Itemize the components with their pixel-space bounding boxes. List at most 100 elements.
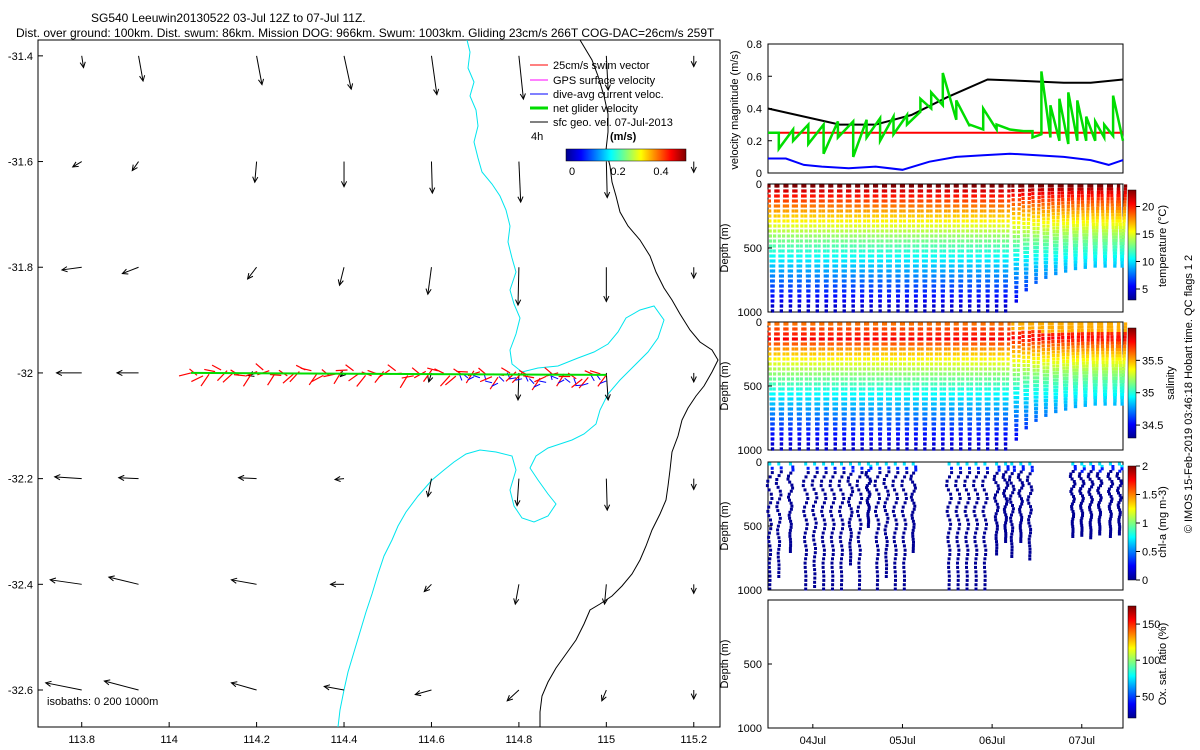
chla-sample <box>887 493 890 497</box>
profile-sample <box>772 259 776 263</box>
profile-sample <box>1032 353 1036 357</box>
chla-sample <box>803 531 807 535</box>
chla-sample <box>813 475 817 479</box>
profile-sample <box>935 194 939 198</box>
profile-sample <box>894 382 898 386</box>
profile-sample <box>1000 194 1004 198</box>
profile-sample <box>795 367 799 371</box>
sfc-vector-shaft <box>605 478 608 511</box>
sfc-vector <box>60 266 82 273</box>
chla-sample <box>948 475 951 479</box>
profile-sample <box>917 204 921 208</box>
profile-sample <box>1081 354 1085 359</box>
profile-sample <box>955 194 960 198</box>
profile-sample <box>854 342 858 346</box>
profile-sample <box>826 367 831 371</box>
profile-sample <box>809 367 813 371</box>
profile-sample <box>849 377 853 381</box>
profile-sample <box>1036 360 1040 365</box>
profile-sample <box>1025 388 1029 392</box>
profile-sample <box>914 442 918 446</box>
profile-sample <box>965 367 970 371</box>
profile-sample <box>1101 229 1106 233</box>
chla-sample <box>947 583 951 587</box>
dac-vector <box>528 378 535 385</box>
profile-sample <box>1061 211 1065 215</box>
profile-sample <box>917 342 921 346</box>
profile-sample <box>1060 184 1064 188</box>
profile-sample <box>791 229 795 233</box>
profile-sample <box>780 417 784 421</box>
swim-vector <box>456 370 468 373</box>
profile-sample <box>845 204 849 208</box>
profile-sample <box>989 337 993 341</box>
profile-sample <box>770 279 774 283</box>
profile-sample <box>953 209 957 213</box>
profile-sample <box>1050 322 1054 326</box>
chla-sample <box>866 514 870 518</box>
profile-sample <box>880 392 884 396</box>
profile-sample <box>1018 322 1022 326</box>
profile-sample <box>906 254 911 258</box>
legend-dac-label: dive-avg current veloc. <box>553 89 664 101</box>
chla-sample <box>857 557 861 561</box>
profile-sample <box>876 254 881 258</box>
profile-sample <box>1060 325 1064 329</box>
profile-sample <box>1037 341 1041 345</box>
profile-sample <box>1118 351 1122 355</box>
profile-sample <box>881 342 885 346</box>
profile-sample <box>1054 271 1058 276</box>
chla-sample <box>767 565 771 569</box>
profile-sample <box>1013 244 1017 248</box>
chla-sample <box>821 540 825 544</box>
profile-sample <box>1111 213 1115 217</box>
profile-sample <box>1105 216 1109 220</box>
chla-sample <box>857 488 861 492</box>
profile-sample <box>876 362 880 366</box>
profile-sample <box>860 304 864 308</box>
profile-sample <box>938 214 942 218</box>
profile-sample <box>917 184 921 188</box>
profile-sample <box>970 377 974 381</box>
chla-sample <box>893 531 897 535</box>
chla-sample <box>894 544 897 548</box>
chla-sample <box>884 547 888 551</box>
profile-sample <box>771 304 775 308</box>
sfc-vector-shaft <box>61 266 82 271</box>
profile-sample <box>989 332 993 336</box>
profile-sample <box>772 249 776 253</box>
sfc-vector <box>53 474 82 481</box>
profile-sample <box>966 397 970 401</box>
profile-sample <box>860 299 864 303</box>
profile-sample <box>835 259 839 263</box>
profile-sample <box>1095 364 1099 368</box>
profile-sample <box>996 274 1000 278</box>
profile-sample <box>1072 243 1077 247</box>
profile-sample <box>884 327 888 331</box>
profile-sample <box>1077 332 1081 336</box>
profile-sample <box>1064 393 1068 397</box>
sfc-vector <box>430 55 440 96</box>
profile-sample <box>791 347 795 351</box>
profile-sample <box>998 189 1002 193</box>
profile-sample <box>852 274 856 278</box>
profile-sample <box>837 189 841 193</box>
chla-sample <box>787 492 791 496</box>
chla-sample <box>806 471 810 475</box>
profile-sample <box>852 427 856 431</box>
profile-sample <box>888 279 892 283</box>
profile-sample <box>906 274 910 278</box>
profile-sample <box>867 382 871 386</box>
profile-sample <box>772 377 777 381</box>
sfc-vector-head <box>414 690 422 697</box>
profile-sample <box>1092 376 1096 380</box>
profile-sample <box>894 234 898 238</box>
profile-sample <box>960 254 964 258</box>
profile-sample <box>906 422 910 426</box>
profile-sample <box>1004 309 1008 313</box>
profile-sample <box>1102 383 1106 387</box>
profile-sample <box>1047 195 1051 199</box>
profile-sample <box>1110 328 1114 332</box>
profile-sample <box>1113 251 1118 255</box>
profile-sample <box>920 352 924 356</box>
